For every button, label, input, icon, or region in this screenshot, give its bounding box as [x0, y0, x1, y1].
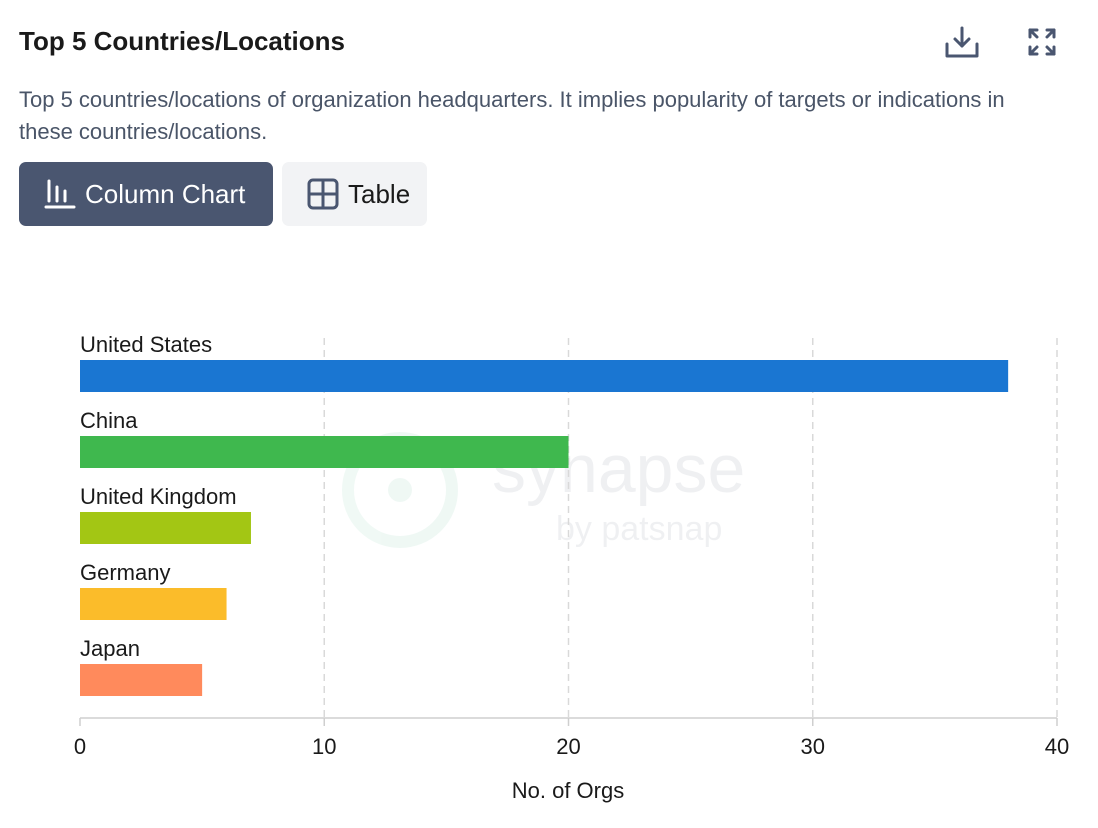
bar[interactable]	[80, 512, 251, 544]
x-tick-label: 0	[74, 734, 86, 759]
x-tick-label: 20	[556, 734, 580, 759]
bar[interactable]	[80, 436, 569, 468]
bar[interactable]	[80, 664, 202, 696]
category-label: Japan	[80, 636, 140, 661]
x-tick-label: 30	[801, 734, 825, 759]
category-label: United Kingdom	[80, 484, 237, 509]
x-tick-label: 10	[312, 734, 336, 759]
category-label: Germany	[80, 560, 170, 585]
category-label: China	[80, 408, 138, 433]
bar[interactable]	[80, 588, 227, 620]
category-label: United States	[80, 332, 212, 357]
x-tick-label: 40	[1045, 734, 1069, 759]
bar[interactable]	[80, 360, 1008, 392]
x-axis-title: No. of Orgs	[512, 778, 624, 803]
watermark-sub: by patsnap	[556, 510, 722, 548]
